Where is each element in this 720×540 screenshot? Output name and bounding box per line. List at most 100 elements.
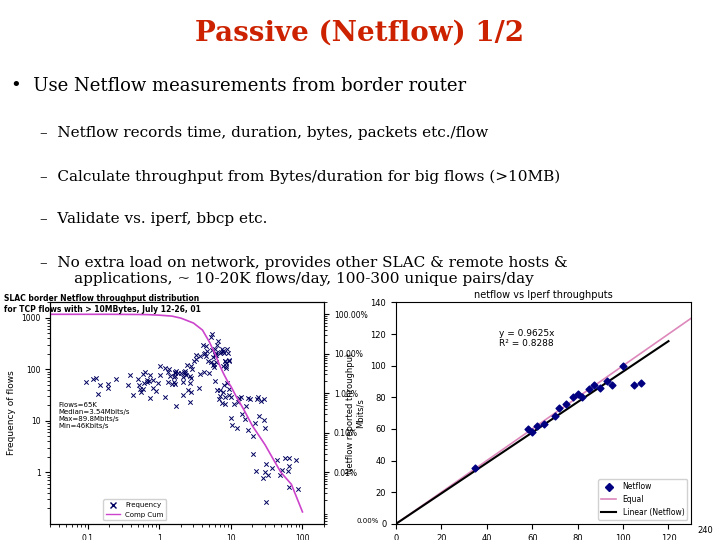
Comp Cum	[248, 423, 257, 429]
Frequency	[169, 369, 181, 377]
Legend: Frequency, Comp Cum: Frequency, Comp Cum	[103, 500, 166, 521]
Frequency	[102, 383, 114, 392]
Netflow	[636, 379, 647, 387]
Frequency	[199, 349, 211, 357]
Frequency	[258, 416, 270, 424]
Frequency	[211, 386, 222, 395]
Frequency	[169, 380, 181, 388]
Frequency	[282, 467, 294, 476]
Frequency	[168, 373, 179, 382]
Frequency	[204, 369, 215, 377]
Frequency	[143, 377, 155, 386]
Frequency	[194, 352, 206, 361]
Y-axis label: Netflow reported throughput
Mbits/s: Netflow reported throughput Mbits/s	[346, 353, 365, 474]
Comp Cum	[270, 457, 279, 464]
Frequency	[155, 371, 166, 380]
Text: –  Calculate throughput from Bytes/duration for big flows (>10MB): – Calculate throughput from Bytes/durati…	[40, 170, 560, 185]
Frequency	[266, 463, 278, 472]
Frequency	[173, 368, 184, 377]
Frequency	[257, 474, 269, 482]
Comp Cum	[144, 312, 153, 318]
Frequency	[210, 349, 221, 358]
Frequency	[150, 387, 162, 396]
Frequency	[219, 356, 230, 365]
Frequency	[141, 375, 153, 384]
Frequency	[87, 374, 99, 383]
Frequency	[176, 369, 187, 377]
Frequency	[180, 371, 192, 380]
Frequency	[260, 498, 271, 507]
Frequency	[110, 375, 122, 383]
Netflow	[469, 464, 481, 473]
Frequency	[200, 342, 212, 350]
Frequency	[162, 377, 174, 386]
Frequency	[210, 377, 221, 386]
Frequency	[259, 468, 271, 476]
Text: Passive (Netflow) 1/2: Passive (Netflow) 1/2	[195, 19, 525, 46]
Frequency	[202, 347, 213, 355]
Frequency	[132, 375, 144, 383]
Frequency	[103, 380, 114, 389]
Frequency	[122, 380, 134, 389]
Frequency	[253, 393, 264, 402]
Line: Comp Cum: Comp Cum	[50, 314, 302, 512]
Frequency	[211, 340, 222, 349]
Text: 0.00%: 0.00%	[357, 518, 379, 524]
Frequency	[215, 349, 226, 357]
Comp Cum	[205, 339, 214, 345]
Frequency	[163, 364, 174, 373]
Frequency	[162, 368, 174, 376]
Netflow	[606, 380, 618, 389]
Comp Cum	[155, 312, 163, 319]
Netflow	[554, 404, 565, 413]
Frequency	[243, 426, 254, 434]
Frequency	[210, 350, 222, 359]
Comp Cum	[223, 378, 232, 384]
Frequency	[185, 374, 197, 382]
Netflow	[583, 385, 595, 394]
Frequency	[258, 395, 270, 403]
Frequency	[292, 484, 303, 493]
Frequency	[214, 386, 225, 395]
Frequency	[222, 345, 233, 353]
Netflow	[522, 424, 534, 433]
Frequency	[144, 394, 156, 402]
Frequency	[251, 467, 262, 475]
Frequency	[198, 350, 210, 359]
Comp Cum	[105, 311, 114, 318]
Frequency	[206, 346, 217, 355]
Frequency	[135, 385, 146, 394]
Frequency	[279, 454, 291, 463]
Comp Cum	[298, 509, 307, 515]
Text: •  Use Netflow measurements from border router: • Use Netflow measurements from border r…	[11, 77, 466, 95]
Frequency	[160, 393, 171, 402]
Frequency	[262, 471, 274, 480]
Frequency	[248, 431, 259, 440]
Comp Cum	[233, 394, 241, 400]
Frequency	[284, 454, 295, 462]
Frequency	[124, 370, 135, 379]
Frequency	[182, 385, 194, 394]
Text: –  No extra load on network, provides other SLAC & remote hosts &
       applica: – No extra load on network, provides oth…	[40, 256, 567, 286]
Frequency	[190, 351, 202, 360]
Text: y = 0.9625x
R² = 0.8288: y = 0.9625x R² = 0.8288	[500, 329, 555, 348]
Text: –  Validate vs. iperf, bbcp etc.: – Validate vs. iperf, bbcp etc.	[40, 212, 267, 226]
Frequency	[214, 392, 225, 400]
Netflow	[531, 421, 543, 430]
Frequency	[207, 329, 218, 338]
Frequency	[153, 379, 164, 387]
Netflow	[617, 361, 629, 370]
Frequency	[207, 353, 219, 362]
Frequency	[223, 385, 235, 394]
Frequency	[204, 333, 216, 341]
Frequency	[219, 393, 230, 401]
Title: netflow vs Iperf throughputs: netflow vs Iperf throughputs	[474, 290, 613, 300]
Comp Cum	[239, 406, 248, 413]
Frequency	[199, 368, 210, 377]
Frequency	[231, 424, 243, 433]
Netflow	[629, 380, 640, 389]
Frequency	[239, 414, 251, 423]
Netflow	[577, 393, 588, 402]
Frequency	[227, 421, 238, 429]
Frequency	[235, 393, 247, 401]
